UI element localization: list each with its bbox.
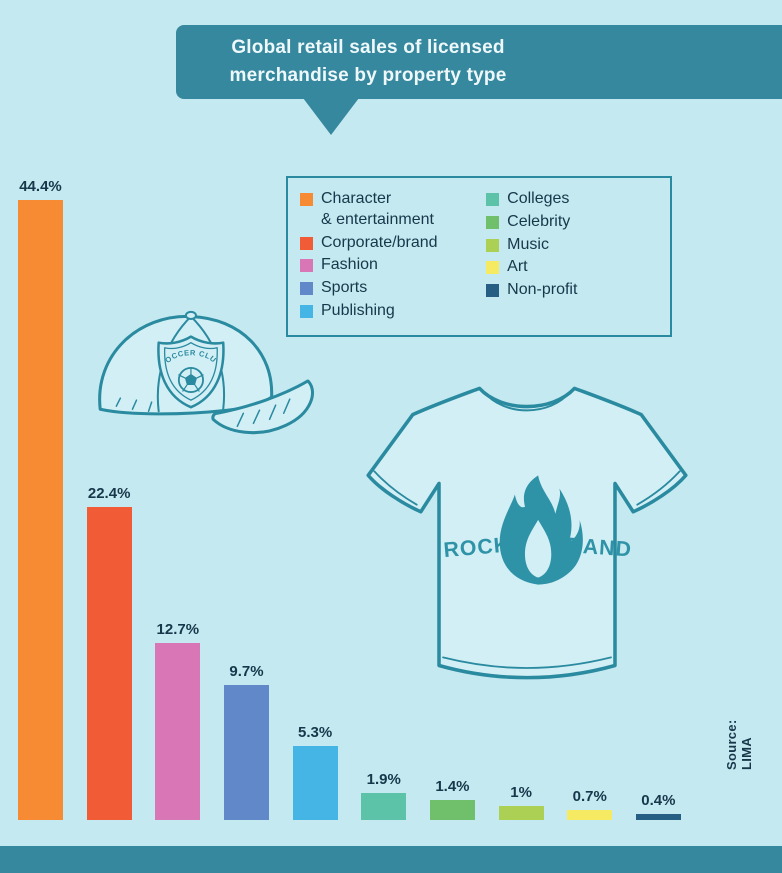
legend-item-publishing: Publishing	[300, 301, 486, 322]
legend-item-art: Art	[486, 257, 658, 278]
legend-column: Colleges Celebrity Music Art Non-profit	[486, 187, 658, 324]
bar-chart: 44.4% 22.4% 12.7% 9.7% 5.3% 1.9% 1.4% 1% 0.7% 0.4…	[18, 170, 681, 820]
legend-swatch	[486, 238, 500, 252]
bar-non-profit: 0.4%	[635, 792, 681, 820]
page-title: Global retail sales of licensed merchand…	[190, 34, 546, 89]
legend-item-colleges: Colleges	[486, 189, 658, 210]
tshirt-illustration: ROCK BAND	[366, 386, 688, 680]
bar-value-label: 9.7%	[229, 663, 264, 680]
legend-swatch	[486, 284, 500, 298]
legend-label: Character & entertainment	[321, 190, 434, 228]
tshirt-text-rock: ROCK	[443, 532, 511, 562]
bar-rect	[498, 806, 544, 820]
legend-swatch	[300, 236, 313, 250]
bar-colleges: 1.9%	[361, 771, 407, 820]
legend-swatch	[300, 304, 313, 318]
bar-rect	[567, 810, 613, 820]
bar-rect	[635, 814, 681, 820]
bar-value-label: 1.9%	[366, 771, 401, 788]
legend-swatch	[486, 215, 500, 229]
legend-swatch	[486, 261, 500, 275]
bar-value-label: 1%	[510, 784, 532, 801]
bar-rect	[86, 507, 132, 820]
bar-value-label: 0.4%	[641, 792, 676, 809]
bar-value-label: 12.7%	[156, 621, 200, 638]
legend-label: Art	[507, 258, 528, 276]
bar-corporate-brand: 22.4%	[86, 485, 132, 820]
legend-label: Corporate/brand	[321, 233, 438, 251]
legend-label: Colleges	[507, 190, 570, 207]
bar-rect	[223, 685, 269, 820]
bar-art: 0.7%	[567, 788, 613, 820]
title-line-2: merchandise by property type	[229, 65, 507, 86]
legend-label: Celebrity	[507, 212, 571, 230]
legend-swatch	[300, 259, 313, 273]
legend-swatch	[486, 193, 500, 206]
legend-item-fashion: Fashion	[300, 255, 486, 276]
legend-item-celebrity: Celebrity	[486, 212, 658, 233]
legend-item-corporate-brand: Corporate/brand	[300, 233, 486, 254]
legend-label: Music	[507, 235, 549, 253]
bar-celebrity: 1.4%	[429, 778, 475, 820]
legend-item-non-profit: Non-profit	[486, 280, 658, 301]
source-credit: Source: LIMA	[724, 719, 754, 770]
bar-music: 1%	[498, 784, 544, 820]
legend-label: Non-profit	[507, 281, 578, 299]
bar-fashion: 12.7%	[155, 621, 201, 820]
bar-rect	[361, 793, 407, 820]
chart-legend: Character & entertainment Corporate/brand…	[286, 176, 672, 337]
bar-sports: 9.7%	[223, 663, 269, 820]
bar-rect	[18, 200, 63, 820]
bar-character-entertainment: 44.4%	[18, 178, 63, 820]
tshirt-text-band: BAND	[566, 533, 633, 562]
legend-item-sports: Sports	[300, 278, 486, 299]
legend-column: Character & entertainment Corporate/brand…	[300, 187, 486, 324]
title-banner: Global retail sales of licensed merchand…	[176, 25, 782, 99]
legend-item-music: Music	[486, 235, 658, 256]
bar-publishing: 5.3%	[292, 724, 338, 820]
legend-label: Publishing	[321, 301, 395, 319]
bar-value-label: 5.3%	[298, 724, 333, 741]
bar-rect	[429, 800, 475, 820]
banner-pointer-arrow	[303, 98, 359, 135]
bar-value-label: 44.4%	[19, 178, 62, 195]
bar-rect	[155, 643, 201, 820]
legend-item-character-entertainment: Character & entertainment	[300, 189, 486, 231]
bar-value-label: 0.7%	[572, 788, 607, 805]
bar-value-label: 22.4%	[87, 485, 131, 502]
bottom-strip	[0, 846, 782, 873]
legend-swatch	[300, 282, 313, 296]
legend-label: Fashion	[321, 256, 378, 274]
bar-rect	[292, 746, 338, 820]
legend-swatch	[300, 193, 313, 206]
legend-label: Sports	[321, 279, 368, 297]
title-line-1: Global retail sales of licensed	[231, 37, 505, 59]
baseball-cap-illustration: SOCCER CLUB	[76, 290, 314, 435]
bar-value-label: 1.4%	[435, 778, 470, 795]
